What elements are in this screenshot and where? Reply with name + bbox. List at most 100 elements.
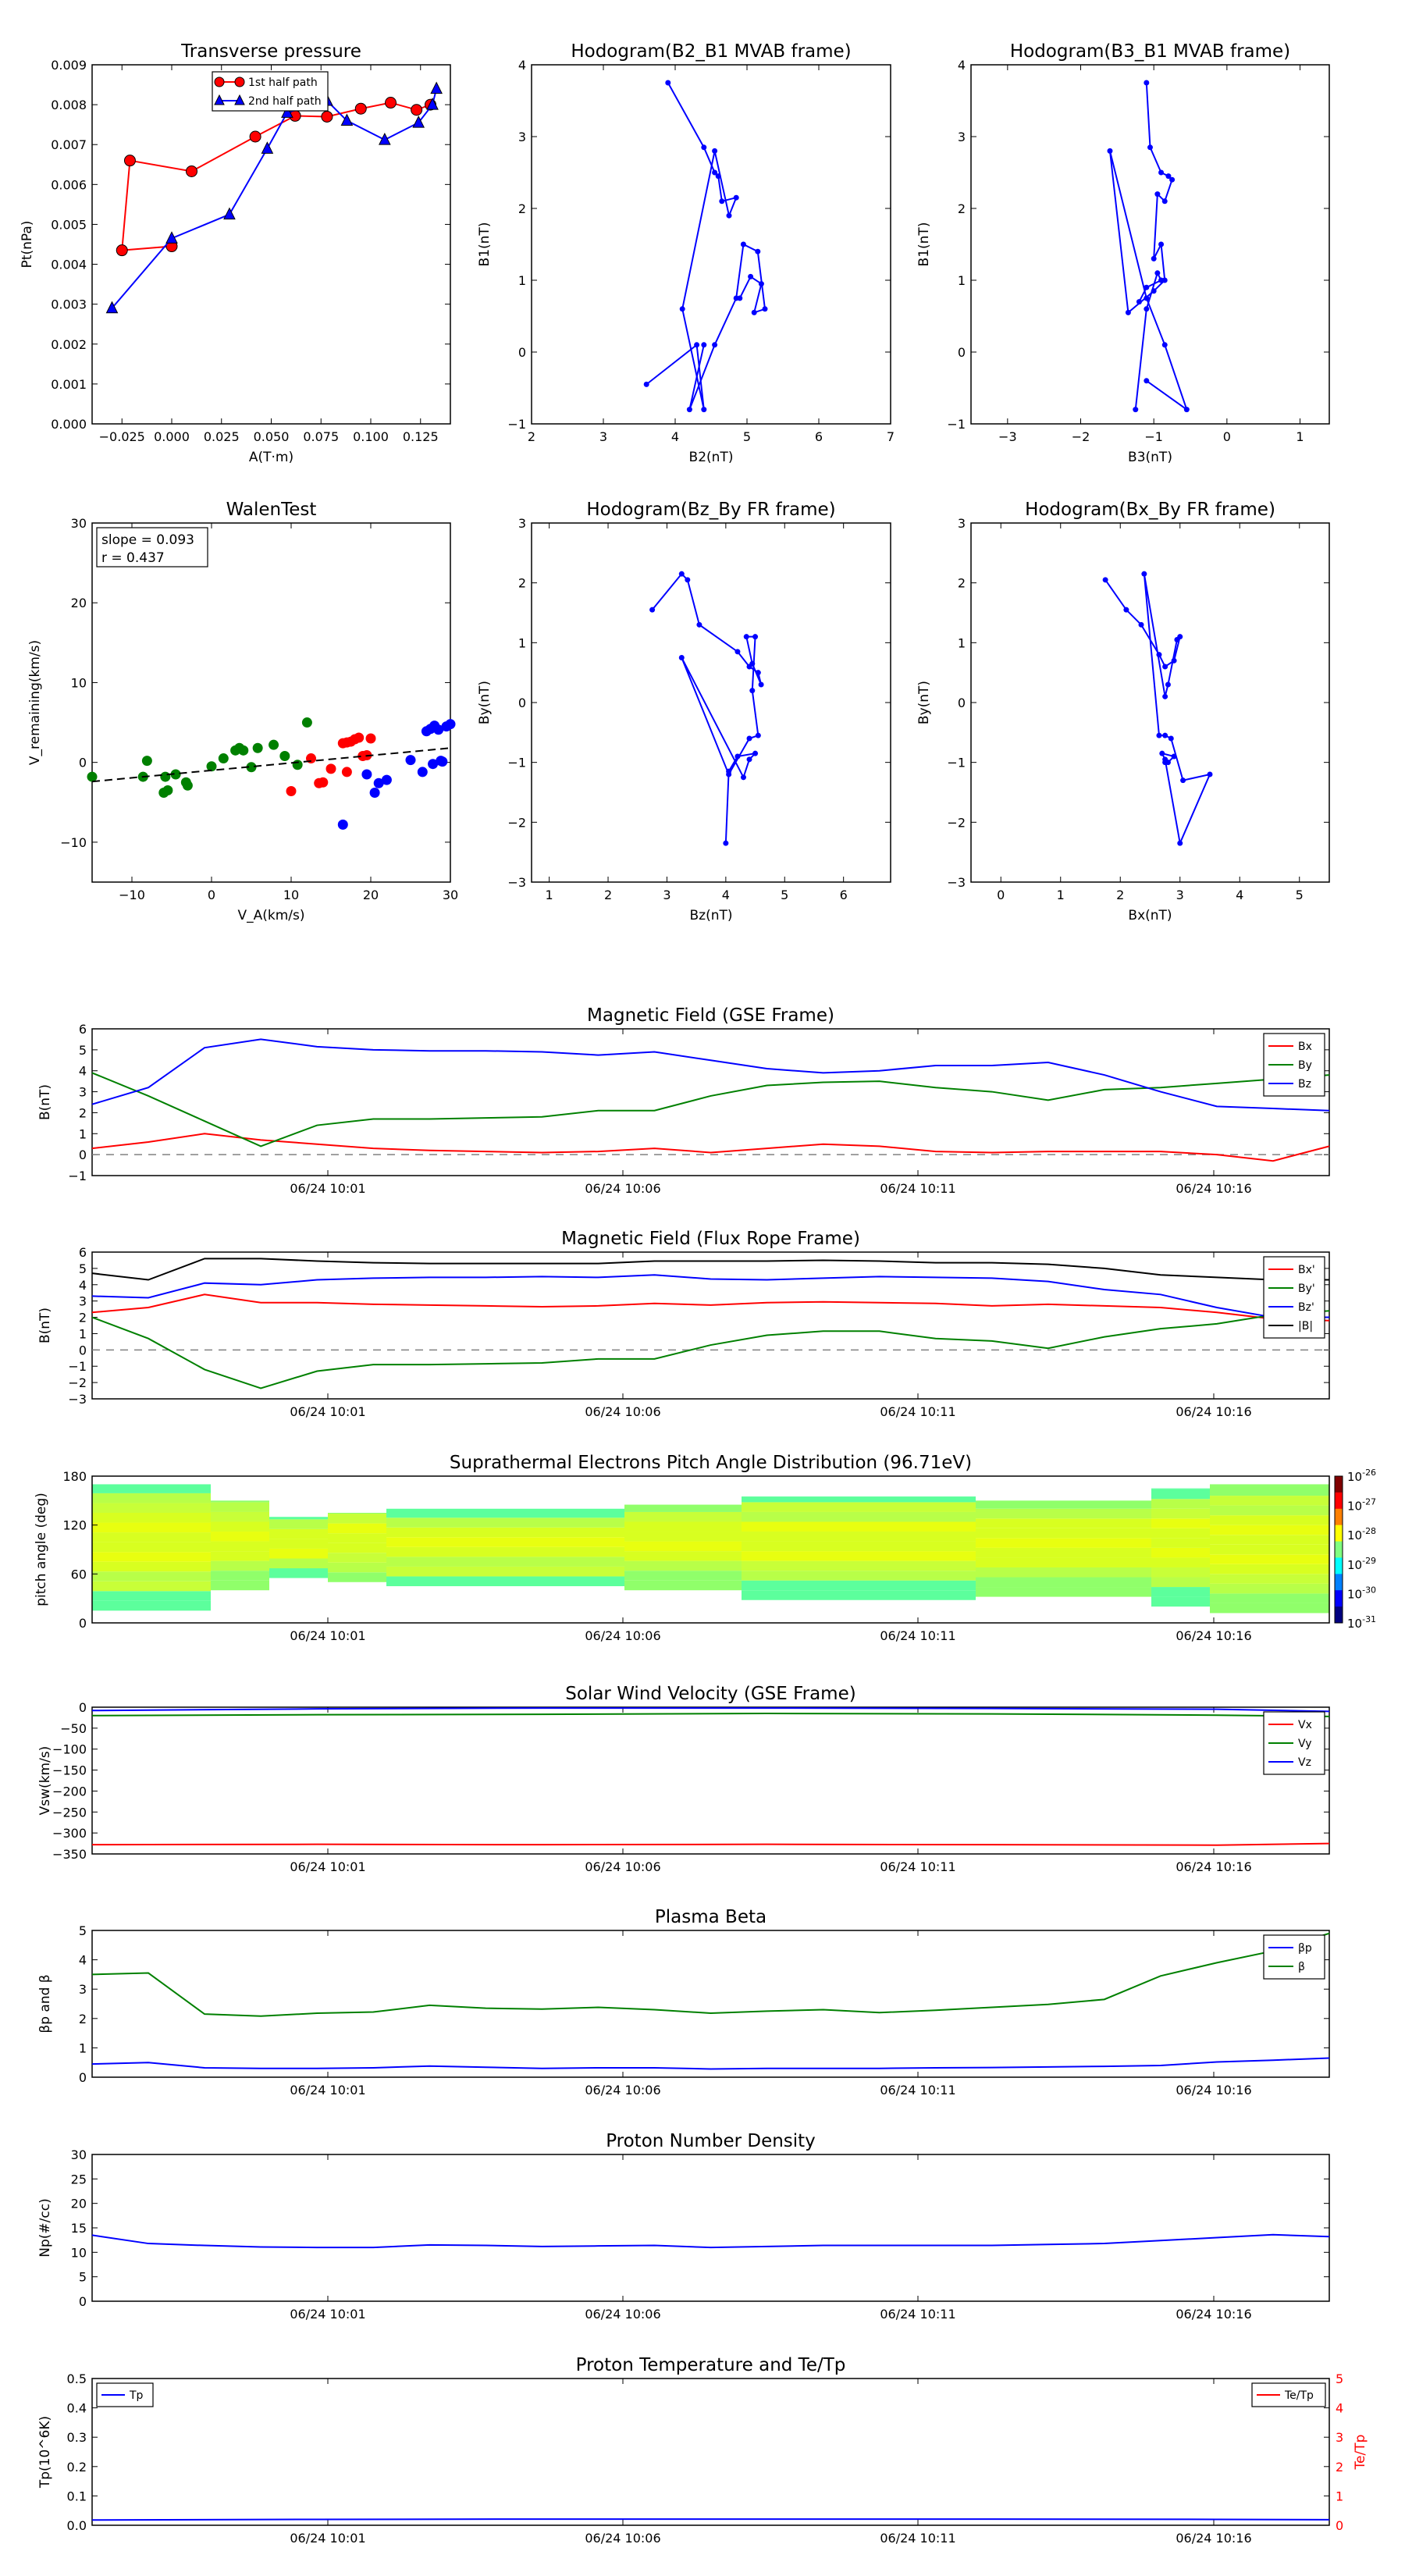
heatmap-cell: [1210, 1515, 1329, 1525]
y-tick-label: −3: [507, 875, 526, 890]
legend-label: By: [1298, 1059, 1312, 1072]
colorbar-segment: [1335, 1557, 1343, 1574]
x-tick-label: 06/24 10:16: [1176, 1181, 1251, 1196]
y-tick-label: −2: [507, 815, 526, 830]
y-tick-label: 4: [79, 1064, 87, 1079]
x-tick-label: 4: [671, 429, 679, 444]
data-point: [751, 309, 757, 315]
y-tick-label: 6: [79, 1022, 87, 1037]
y-tick-label: 0.004: [51, 258, 87, 272]
data-point: [223, 207, 236, 220]
data-point: [1207, 771, 1213, 777]
scatter-point: [269, 739, 279, 750]
heatmap-cell: [976, 1518, 1151, 1528]
x-tick-label: 10: [283, 888, 299, 902]
data-point: [116, 244, 128, 257]
y-axis-label: Pt(nPa): [20, 221, 35, 269]
heatmap-cell: [624, 1580, 742, 1591]
plot-frame: [91, 1706, 1330, 1855]
scatter-point: [238, 745, 249, 756]
scatter-point: [365, 733, 376, 744]
data-point: [1156, 652, 1162, 658]
heatmap-cell: [92, 1591, 211, 1601]
data-point: [1136, 299, 1142, 305]
annotation-r: r = 0.437: [101, 550, 165, 566]
heatmap-cell: [1151, 1518, 1210, 1528]
heatmap-cell: [1151, 1557, 1210, 1567]
heatmap-cell: [742, 1532, 976, 1542]
heatmap-cell: [742, 1502, 976, 1512]
legend: 1st half path 2nd half path: [212, 71, 329, 112]
data-point: [1138, 621, 1144, 628]
y-tick-label: 3: [79, 1982, 87, 1997]
heatmap-cell: [386, 1517, 624, 1528]
scatter-point: [361, 769, 372, 780]
heatmap-cell: [211, 1571, 269, 1581]
x-tick-label: 06/24 10:11: [880, 1859, 955, 1874]
chart-title: Plasma Beta: [655, 1907, 767, 1927]
y-tick-label: 4: [79, 1953, 87, 1968]
data-point: [752, 750, 759, 756]
data-point: [1151, 255, 1157, 262]
x-axis-label: Bz(nT): [689, 908, 732, 923]
heatmap-cell: [328, 1514, 386, 1524]
data-point: [105, 301, 119, 314]
y-tick-label: 2: [518, 576, 526, 591]
data-point: [737, 295, 743, 301]
series-line-Np: [91, 2233, 1330, 2249]
heatmap-cell: [742, 1521, 976, 1532]
heatmap-cell: [1210, 1593, 1329, 1603]
x-tick-label: 2: [604, 888, 612, 902]
data-point: [1162, 693, 1168, 699]
chart-pad: Suprathermal Electrons Pitch Angle Distr…: [34, 1453, 1376, 1643]
y-tick-label: −1: [507, 417, 526, 432]
legend-marker: [214, 76, 225, 87]
x-tick-label: 6: [840, 888, 848, 902]
data-point: [1144, 378, 1150, 384]
heatmap-cell: [386, 1527, 624, 1538]
series-line-0: [121, 101, 431, 251]
y-tick-label: −100: [52, 1742, 87, 1757]
data-point: [1165, 173, 1172, 180]
data-point: [749, 660, 756, 667]
heatmap-cell: [92, 1581, 211, 1592]
heatmap-cell: [1151, 1567, 1210, 1578]
x-tick-label: 06/24 10:01: [290, 2083, 365, 2097]
data-point: [1123, 607, 1129, 613]
heatmap-cell: [211, 1541, 269, 1552]
x-axis-label: Bx(nT): [1128, 908, 1172, 923]
heatmap-cell: [92, 1484, 211, 1493]
data-point: [1162, 664, 1168, 670]
scatter-point: [292, 760, 303, 770]
y2-tick-label: 4: [1336, 2401, 1343, 2416]
heatmap-cell: [328, 1533, 386, 1543]
plot-frame: [91, 1930, 1330, 2078]
series-line-Vx: [91, 1842, 1330, 1846]
data-point: [1154, 191, 1161, 197]
heatmap-cell: [211, 1532, 269, 1542]
y-tick-label: 0.003: [51, 297, 87, 312]
data-point: [1144, 295, 1150, 301]
y-tick-label: −300: [52, 1826, 87, 1841]
x-tick-label: −0.025: [99, 429, 145, 444]
x-tick-label: 4: [1236, 888, 1243, 902]
x-tick-label: 4: [722, 888, 730, 902]
heatmap-cell: [269, 1517, 328, 1520]
heatmap-cell: [976, 1567, 1151, 1578]
heatmap-cell: [269, 1568, 328, 1578]
heatmap-cell: [1151, 1547, 1210, 1558]
scatter-point: [381, 774, 392, 785]
data-point: [762, 306, 768, 312]
y-tick-label: −3: [947, 875, 966, 890]
heatmap-cell: [976, 1508, 1151, 1519]
heatmap-cell: [1151, 1596, 1210, 1607]
data-point: [712, 342, 718, 348]
plot-frame: [91, 1475, 1330, 1624]
y-tick-label: 1: [79, 1326, 87, 1341]
y-tick-label: 3: [958, 516, 966, 531]
data-point: [1162, 732, 1168, 738]
x-tick-label: 06/24 10:11: [880, 2531, 955, 2546]
data-point: [1165, 681, 1171, 688]
y-tick-label: −250: [52, 1805, 87, 1820]
y-tick-label: 4: [518, 58, 526, 73]
